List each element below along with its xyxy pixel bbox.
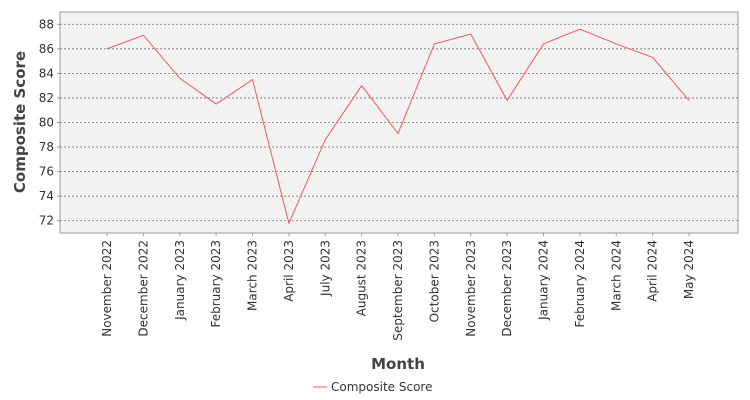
x-tick-label: July 2023 <box>318 240 332 297</box>
y-tick-label: 88 <box>39 17 54 31</box>
x-tick-label: April 2024 <box>646 240 660 302</box>
y-tick-label: 86 <box>39 42 54 56</box>
x-tick-label: March 2023 <box>246 240 260 311</box>
y-tick-label: 84 <box>39 66 54 80</box>
x-tick-label: October 2023 <box>427 240 441 322</box>
y-axis-title: Composite Score <box>11 51 29 193</box>
x-tick-label: December 2023 <box>500 240 514 337</box>
legend-label: Composite Score <box>331 380 432 394</box>
x-tick-label: September 2023 <box>391 240 405 341</box>
y-tick-label: 74 <box>39 189 54 203</box>
x-tick-label: August 2023 <box>355 240 369 316</box>
x-tick-label: February 2023 <box>209 240 223 328</box>
x-axis-title: Month <box>371 355 425 373</box>
x-tick-label: November 2022 <box>100 240 114 337</box>
y-tick-label: 72 <box>39 214 54 228</box>
data-line <box>106 28 690 225</box>
x-tick-label: January 2024 <box>537 240 551 321</box>
x-tick-label: May 2024 <box>682 240 696 299</box>
x-tick-label: December 2022 <box>136 240 150 337</box>
x-tick-label: March 2024 <box>609 240 623 311</box>
x-tick-label: April 2023 <box>282 240 296 302</box>
y-tick-label: 80 <box>39 116 54 130</box>
x-tick-label: January 2023 <box>173 240 187 321</box>
y-tick-label: 78 <box>39 140 54 154</box>
x-tick-label: February 2024 <box>573 240 587 328</box>
y-tick-label: 76 <box>39 165 54 179</box>
x-tick-label: November 2023 <box>464 240 478 337</box>
y-tick-label: 82 <box>39 91 54 105</box>
